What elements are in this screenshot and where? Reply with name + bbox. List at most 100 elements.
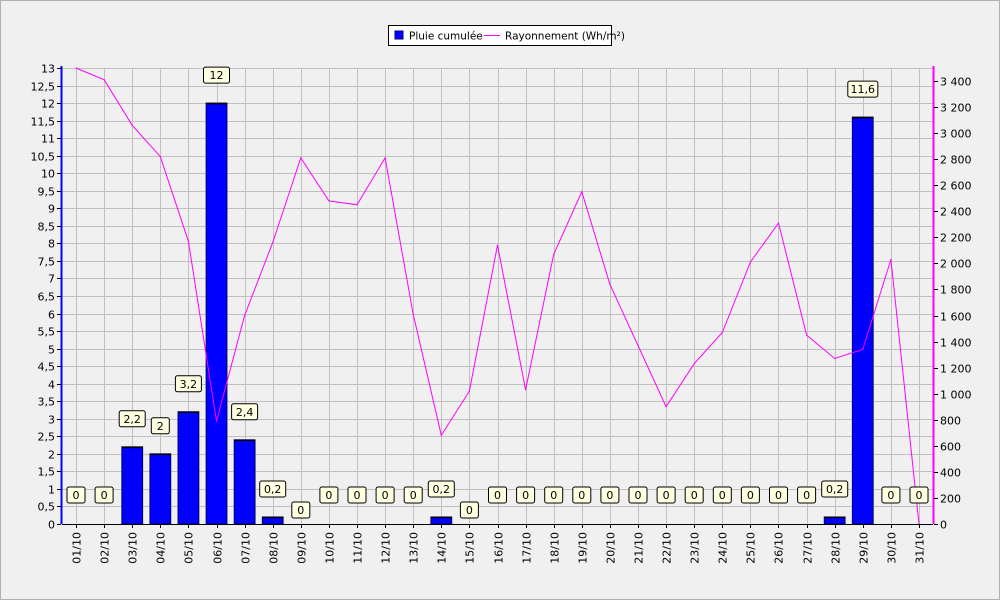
data-label-box: [821, 480, 849, 498]
data-label-text: 0: [550, 489, 557, 502]
x-tick-label: 23/10: [689, 532, 702, 564]
data-label: 0: [712, 486, 732, 504]
rain-bars: [121, 102, 874, 525]
data-label-text: 0: [578, 489, 585, 502]
radiation-point: [637, 344, 639, 347]
y-left-tick-label: 0,5: [38, 501, 56, 514]
data-label: 0: [516, 486, 536, 504]
y-left-tick-label: 6,5: [38, 291, 56, 304]
data-label-box: [740, 486, 760, 504]
radiation-point: [749, 261, 751, 263]
data-label-text: 0: [691, 489, 698, 502]
x-tick-label: 03/10: [127, 532, 140, 564]
data-label: 0: [881, 486, 901, 504]
y-right-tick-label: 200: [940, 493, 961, 506]
data-label-box: [94, 486, 114, 504]
rain-bar: [149, 453, 172, 525]
y-right-tick-label: 1 000: [940, 389, 972, 402]
y-left-tick-label: 11: [41, 133, 55, 146]
data-label-box: [118, 410, 146, 428]
data-label: 0: [459, 501, 479, 519]
radiation-point: [777, 222, 780, 224]
y-left-tick-label: 7: [48, 273, 55, 286]
radiation-point: [581, 191, 583, 193]
y-right-tick-label: 3 200: [940, 102, 972, 115]
data-label-text: 0: [719, 489, 726, 502]
x-tick-label: 22/10: [661, 532, 674, 564]
data-label: 0: [319, 486, 339, 504]
x-tick-label: 06/10: [212, 532, 225, 564]
radiation-point: [440, 434, 442, 437]
data-label-text: 0: [410, 489, 417, 502]
data-label-text: 0: [606, 489, 613, 502]
data-label-text: 11,6: [851, 83, 876, 96]
x-tick-label: 19/10: [577, 532, 590, 564]
data-label: 0: [909, 486, 929, 504]
radiation-point: [609, 283, 611, 285]
data-label-box: [847, 80, 879, 98]
radiation-point: [665, 406, 667, 408]
data-label-box: [909, 486, 929, 504]
data-label-box: [656, 486, 676, 504]
y-left-tick-label: 12: [41, 98, 55, 111]
y-left-tick-label: 4: [48, 379, 55, 392]
data-label: 2,4: [231, 403, 259, 421]
legend-swatch-rain: [394, 30, 404, 40]
y-left-tick-label: 2: [48, 449, 55, 462]
data-label-box: [231, 403, 259, 421]
data-label-text: 0: [73, 489, 80, 502]
y-right-tick-label: 2 000: [940, 258, 972, 271]
data-label-text: 0: [663, 489, 670, 502]
y-right-tick-label: 1 200: [940, 363, 972, 376]
x-tick-label: 09/10: [296, 532, 309, 564]
radiation-point: [159, 155, 161, 158]
y-right-tick-label: 400: [940, 467, 961, 480]
data-label-box: [628, 486, 648, 504]
data-label: 0: [572, 486, 592, 504]
data-label-box: [544, 486, 564, 504]
radiation-line: [75, 67, 920, 525]
data-label: 0: [403, 486, 423, 504]
radiation-point: [300, 157, 302, 159]
data-label: 0: [375, 486, 395, 504]
data-label-box: [403, 486, 423, 504]
data-label-box: [516, 486, 536, 504]
data-label-text: 0: [325, 489, 332, 502]
data-label: 0: [488, 486, 507, 504]
data-labels: 0 0 2,2 2 3,2 12 2,4 0,2 0 0 0 0 0 0,2 0 0 0 0 0 0 0 0 0 0 0 0 0 0,…: [66, 66, 929, 519]
radiation-point: [468, 390, 471, 392]
data-label: 2,2: [118, 410, 146, 428]
data-label-box: [488, 486, 507, 504]
data-label-box: [797, 486, 817, 504]
data-label: 0: [544, 486, 564, 504]
rain-bar: [121, 446, 144, 525]
y-left-tick-label: 3: [48, 414, 55, 427]
y-right-tick-label: 2 200: [940, 232, 972, 245]
data-label: 0: [94, 486, 114, 504]
radiation-point: [103, 79, 105, 81]
radiation-point: [131, 124, 133, 126]
y-left-tick-label: 9: [48, 203, 55, 216]
data-label: 0: [66, 486, 86, 504]
data-label-text: 2,4: [236, 406, 254, 419]
y-right-tick-label: 2 800: [940, 154, 972, 167]
radiation-point: [805, 334, 808, 336]
data-label-text: 0: [916, 489, 923, 502]
y-left-tick-label: 8: [48, 238, 55, 251]
y-left-tick-label: 8,5: [38, 221, 56, 234]
y-left-tick-label: 3,5: [38, 396, 56, 409]
radiation-point: [356, 204, 358, 206]
x-tick-label: 02/10: [99, 532, 112, 564]
y-left-tick-label: 12,5: [31, 81, 56, 94]
data-label-box: [572, 486, 592, 504]
data-label: 0: [797, 486, 817, 504]
data-label-text: 0: [297, 504, 304, 517]
data-label-box: [259, 480, 287, 498]
data-label: 3,2: [174, 375, 202, 393]
data-label: 0: [291, 501, 311, 519]
radiation-point: [890, 258, 892, 261]
data-label-text: 2: [157, 420, 164, 433]
x-tick-label: 16/10: [493, 532, 506, 564]
y-right-tick-label: 2 600: [940, 180, 972, 193]
radiation-point: [215, 420, 218, 422]
